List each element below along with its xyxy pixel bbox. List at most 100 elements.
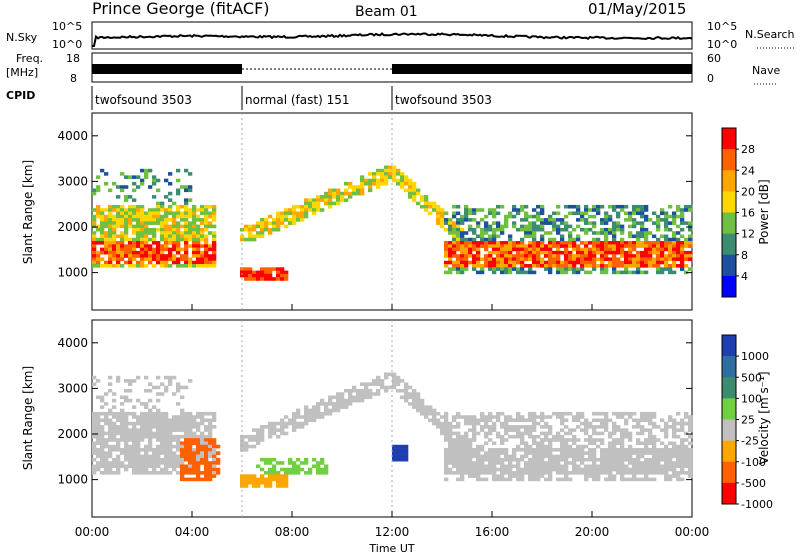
power-cell xyxy=(500,260,505,265)
velocity-cell xyxy=(496,451,501,455)
velocity-cell xyxy=(552,461,557,465)
power-cell xyxy=(492,270,497,275)
velocity-cell xyxy=(536,434,541,439)
velocity-cell xyxy=(380,379,385,383)
power-cell xyxy=(648,254,653,258)
power-cell xyxy=(624,218,629,222)
velocity-cell xyxy=(472,464,477,469)
velocity-cell xyxy=(116,444,121,449)
velocity-cell xyxy=(200,451,205,455)
power-cell xyxy=(564,244,569,248)
power-cell xyxy=(684,241,689,245)
velocity-cell xyxy=(600,461,605,465)
power-cell xyxy=(152,234,157,239)
power-cell xyxy=(508,237,513,242)
power-cell xyxy=(308,201,313,206)
power-cell xyxy=(516,227,521,232)
velocity-cell xyxy=(644,461,649,465)
velocity-cell xyxy=(640,431,645,436)
power-cell xyxy=(612,267,617,271)
velocity-cell xyxy=(200,438,205,442)
power-cell xyxy=(184,211,189,216)
power-cell xyxy=(128,254,133,258)
velocity-cell xyxy=(620,474,625,478)
power-cell xyxy=(592,264,597,268)
velocity-cell xyxy=(144,457,149,462)
power-cell xyxy=(688,237,693,242)
velocity-cell xyxy=(200,454,205,459)
velocity-cell xyxy=(532,415,537,419)
power-cell xyxy=(540,244,545,248)
velocity-cell xyxy=(240,438,245,442)
power-cell xyxy=(104,181,109,186)
velocity-cell xyxy=(200,421,205,426)
power-cell xyxy=(128,260,133,265)
power-cell xyxy=(176,204,181,209)
velocity-cell xyxy=(604,477,609,482)
power-cell xyxy=(688,241,693,245)
power-cell xyxy=(564,204,569,209)
power-cell xyxy=(268,221,273,225)
power-cell xyxy=(168,208,173,212)
velocity-cell xyxy=(196,428,201,432)
velocity-cell xyxy=(92,444,97,449)
velocity-cell xyxy=(396,448,401,452)
velocity-cell xyxy=(684,444,689,449)
power-cell xyxy=(536,250,541,255)
velocity-cell xyxy=(576,448,581,452)
velocity-cell xyxy=(188,421,193,426)
velocity-cell xyxy=(632,464,637,469)
power-cell xyxy=(548,250,553,255)
power-cell xyxy=(456,224,461,229)
power-cell xyxy=(568,231,573,235)
power-cell xyxy=(140,254,145,258)
power-cell xyxy=(548,260,553,265)
velocity-cell xyxy=(644,464,649,469)
power-cell xyxy=(640,227,645,232)
power-cell xyxy=(104,208,109,212)
velocity-cell xyxy=(544,471,549,475)
power-cell xyxy=(612,221,617,225)
velocity-cell xyxy=(452,454,457,459)
power-cell xyxy=(208,247,213,252)
power-cell xyxy=(184,198,189,202)
velocity-cell xyxy=(628,448,633,452)
velocity-cell xyxy=(496,431,501,436)
power-cell xyxy=(180,237,185,242)
power-cell xyxy=(132,224,137,229)
velocity-cell xyxy=(140,461,145,465)
power-cell xyxy=(412,185,417,189)
velocity-cell xyxy=(156,451,161,455)
power-cell xyxy=(268,273,273,278)
power-cell xyxy=(660,218,665,222)
velocity-cell xyxy=(596,474,601,478)
velocity-cell xyxy=(196,444,201,449)
velocity-cell xyxy=(600,448,605,452)
power-cell xyxy=(380,168,385,173)
power-cell xyxy=(384,175,389,179)
velocity-cell xyxy=(184,448,189,452)
power-cell xyxy=(528,231,533,235)
velocity-cell xyxy=(548,438,553,442)
power-cell xyxy=(280,211,285,216)
velocity-cell xyxy=(152,467,157,472)
velocity-cell xyxy=(252,434,257,439)
power-cell xyxy=(312,204,317,209)
power-cell xyxy=(596,204,601,209)
velocity-cell xyxy=(496,434,501,439)
velocity-cell xyxy=(384,375,389,380)
power-cell xyxy=(484,221,489,225)
velocity-cell xyxy=(168,428,173,432)
velocity-cell xyxy=(104,461,109,465)
velocity-cell xyxy=(248,434,253,439)
velocity-cell xyxy=(120,451,125,455)
power-cell xyxy=(444,270,449,275)
power-cell xyxy=(116,185,121,189)
power-cell xyxy=(492,244,497,248)
velocity-cell xyxy=(496,477,501,482)
velocity-cell xyxy=(404,448,409,452)
power-cell xyxy=(676,224,681,229)
power-cell xyxy=(524,257,529,262)
power-cell xyxy=(180,257,185,262)
velocity-cell xyxy=(660,464,665,469)
